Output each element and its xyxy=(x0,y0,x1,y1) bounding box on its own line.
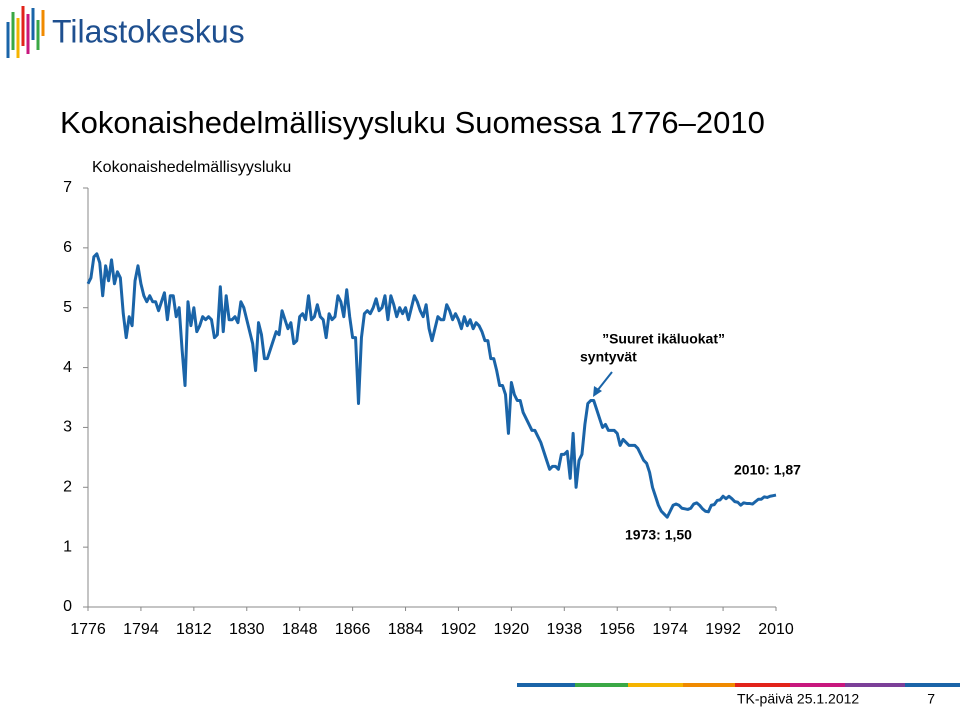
x-tick-label: 1974 xyxy=(652,621,688,638)
y-tick-label: 6 xyxy=(63,239,72,256)
logo-text: Tilastokeskus xyxy=(52,13,245,49)
annotation: ”Suuret ikäluokat” xyxy=(602,331,725,347)
chart-title: Kokonaishedelmällisyysluku Suomessa 1776… xyxy=(60,105,765,140)
annotation: 1973: 1,50 xyxy=(625,527,692,543)
annotation: syntyvät xyxy=(580,349,637,365)
y-tick-label: 3 xyxy=(63,419,72,436)
annotation-arrow xyxy=(596,371,613,392)
footer-event: TK-päivä 25.1.2012 xyxy=(737,691,859,707)
x-tick-label: 1848 xyxy=(282,621,318,638)
y-tick-label: 2 xyxy=(63,479,72,496)
y-tick-label: 5 xyxy=(63,299,72,316)
x-tick-label: 1866 xyxy=(335,621,371,638)
x-tick-label: 1956 xyxy=(599,621,635,638)
logo-icon xyxy=(6,6,45,58)
x-tick-label: 1776 xyxy=(70,621,106,638)
x-tick-label: 2010 xyxy=(758,621,794,638)
x-tick-label: 1992 xyxy=(705,621,741,638)
footer-page: 7 xyxy=(927,691,935,707)
x-tick-label: 1812 xyxy=(176,621,212,638)
x-tick-label: 1884 xyxy=(388,621,424,638)
y-tick-label: 4 xyxy=(63,359,72,376)
y-tick-label: 1 xyxy=(63,538,72,555)
annotation: 2010: 1,87 xyxy=(734,462,801,478)
y-tick-label: 7 xyxy=(63,179,72,196)
x-tick-label: 1902 xyxy=(441,621,477,638)
x-tick-label: 1920 xyxy=(494,621,530,638)
x-tick-label: 1794 xyxy=(123,621,159,638)
x-tick-label: 1938 xyxy=(547,621,583,638)
y-tick-label: 0 xyxy=(63,598,72,615)
data-line xyxy=(86,252,777,519)
y-axis-label: Kokonaishedelmällisyysluku xyxy=(92,159,291,176)
x-tick-label: 1830 xyxy=(229,621,265,638)
arrow-head xyxy=(593,386,602,397)
